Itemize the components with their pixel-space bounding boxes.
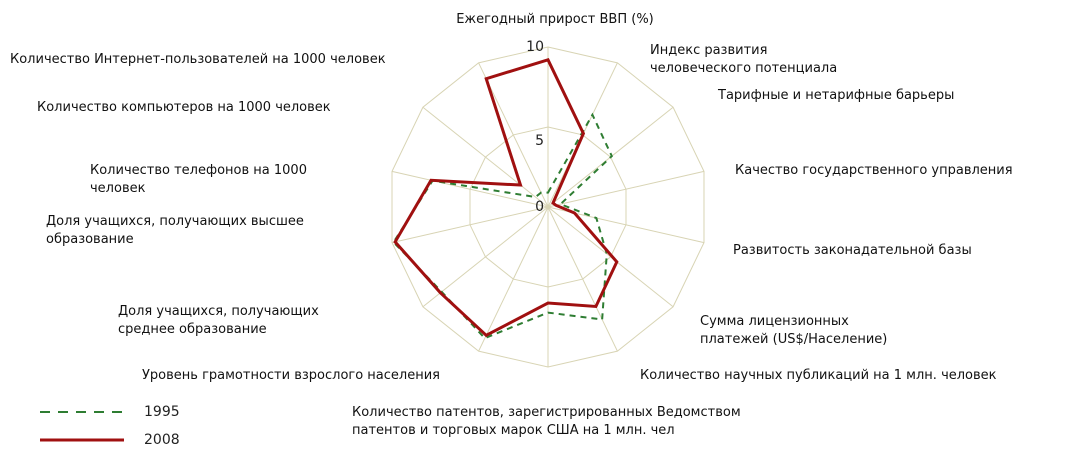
axis-label: Количество компьютеров на 1000 человек	[37, 100, 331, 115]
series-line	[393, 57, 619, 338]
legend-label: 2008	[144, 432, 180, 448]
y-tick-label: 5	[535, 133, 544, 149]
axis-label: Сумма лицензионных платежей (US$/Населен…	[700, 314, 888, 347]
axis-label: Индекс развития человеческого потенциала	[650, 43, 838, 76]
axis-label: Качество государственного управления	[735, 163, 1013, 178]
axis-label: Количество патентов, зарегистрированных …	[352, 405, 741, 438]
axis-label: Доля учащихся, получающих высшее образов…	[46, 214, 304, 247]
axis-label: Ежегодный прирост ВВП (%)	[456, 12, 654, 27]
axis-label: Уровень грамотности взрослого населения	[141, 368, 440, 383]
axis-label: Количество научных публикаций на 1 млн. …	[640, 368, 997, 383]
spoke	[547, 206, 618, 352]
series-line	[392, 112, 614, 340]
spoke	[391, 170, 549, 208]
axis-label: Количество телефонов на 1000 человек	[90, 163, 307, 196]
spoke	[422, 106, 549, 208]
y-tick-label: 0	[535, 199, 544, 215]
axis-label: Доля учащихся, получающих среднее образо…	[118, 304, 319, 337]
spoke	[478, 206, 549, 352]
spoke	[547, 170, 705, 208]
legend-label: 1995	[144, 404, 180, 420]
spoke	[391, 206, 549, 244]
axis-label: Количество Интернет-пользователей на 100…	[10, 52, 386, 67]
y-tick-label: 10	[526, 39, 544, 55]
axis-label: Развитость законадательной базы	[733, 243, 972, 258]
axis-label: Тарифные и нетарифные барьеры	[718, 88, 955, 103]
spoke	[422, 206, 549, 308]
